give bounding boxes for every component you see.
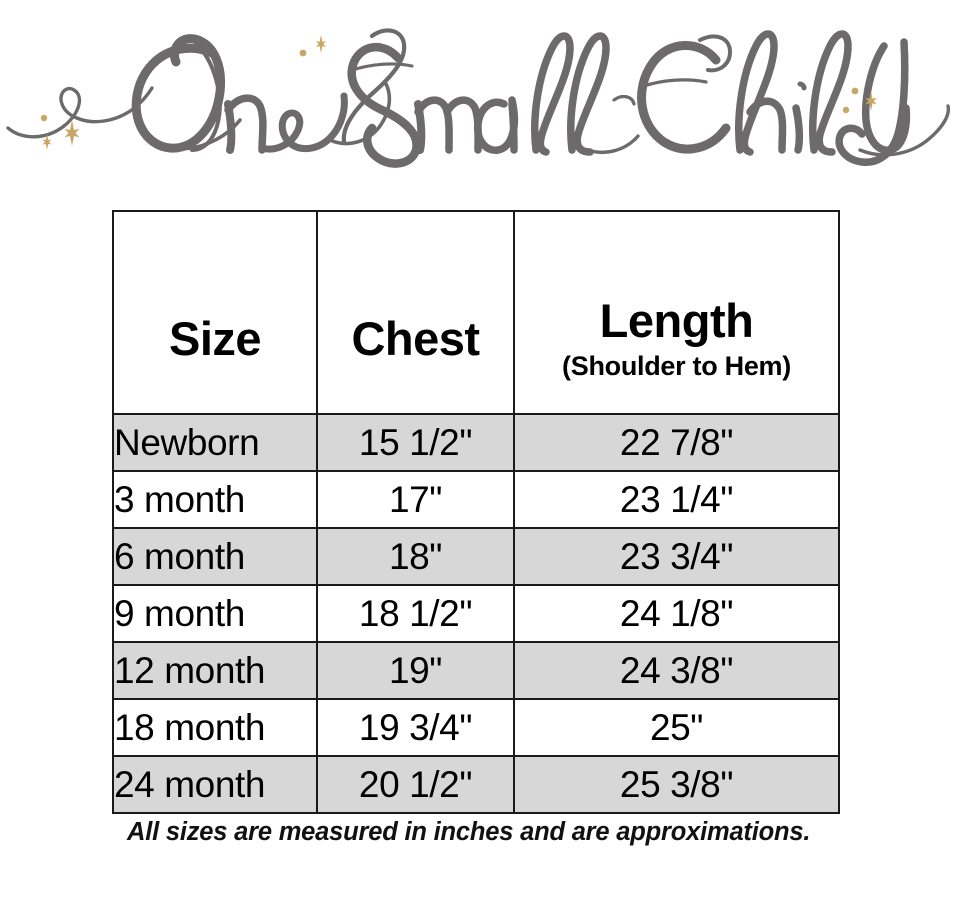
cell-size: 24 month — [112, 755, 318, 814]
column-header-length: Length (Shoulder to Hem) — [513, 210, 840, 415]
table-row: 9 month 18 1/2" 24 1/8" — [112, 584, 840, 643]
measurement-footnote: All sizes are measured in inches and are… — [127, 818, 811, 846]
cell-chest: 18 1/2" — [316, 584, 515, 643]
cell-chest: 19" — [316, 641, 515, 700]
table-row: 12 month 19" 24 3/8" — [112, 641, 840, 700]
cell-size: Newborn — [112, 413, 318, 472]
header-row: Size Chest Length (Shoulder to Hem) — [112, 210, 840, 415]
cell-length: 25" — [513, 698, 840, 757]
cell-size: 12 month — [112, 641, 318, 700]
table-body: Newborn 15 1/2" 22 7/8" 3 month 17" 23 1/4" 6 … — [112, 413, 840, 814]
sparkle-mid-star-icon — [315, 35, 327, 53]
table-row: 6 month 18" 23 3/4" — [112, 527, 840, 586]
cell-size: 9 month — [112, 584, 318, 643]
column-header-chest: Chest — [316, 210, 515, 415]
sparkle-small-left-icon — [42, 134, 52, 150]
table-row: Newborn 15 1/2" 22 7/8" — [112, 413, 840, 472]
cell-size: 3 month — [112, 470, 318, 529]
cell-chest: 19 3/4" — [316, 698, 515, 757]
brand-logo-artwork — [6, 28, 951, 168]
sparkle-group — [40, 35, 877, 150]
column-header-size: Size — [112, 210, 318, 415]
table-row: 18 month 19 3/4" 25" — [112, 698, 840, 757]
cell-length: 25 3/8" — [513, 755, 840, 814]
sparkle-mid-dot-icon — [299, 49, 307, 57]
brand-script-strokes — [6, 28, 951, 168]
cell-size: 18 month — [112, 698, 318, 757]
cell-chest: 17" — [316, 470, 515, 529]
table-row: 24 month 20 1/2" 25 3/8" — [112, 755, 840, 814]
cell-size: 6 month — [112, 527, 318, 586]
table-row: 3 month 17" 23 1/4" — [112, 470, 840, 529]
cell-length: 24 3/8" — [513, 641, 840, 700]
sparkle-right-star-icon — [865, 91, 877, 111]
sparkle-right-dot-lower-icon — [842, 106, 850, 114]
table-header: Size Chest Length (Shoulder to Hem) — [112, 210, 840, 415]
column-header-chest-label: Chest — [351, 312, 480, 365]
cell-chest: 20 1/2" — [316, 755, 515, 814]
sparkle-dot-left-icon — [40, 114, 48, 122]
brand-logo: One Small Child — [0, 0, 960, 175]
column-header-length-sublabel: (Shoulder to Hem) — [562, 351, 791, 381]
cell-length: 23 3/4" — [513, 527, 840, 586]
cell-chest: 18" — [316, 527, 515, 586]
cell-chest: 15 1/2" — [316, 413, 515, 472]
cell-length: 24 1/8" — [513, 584, 840, 643]
size-chart-table: Size Chest Length (Shoulder to Hem) Newb… — [112, 210, 840, 814]
cell-length: 22 7/8" — [513, 413, 840, 472]
cell-length: 23 1/4" — [513, 470, 840, 529]
column-header-length-label: Length — [599, 294, 754, 347]
column-header-size-label: Size — [168, 312, 262, 365]
sparkle-right-dot-upper-icon — [851, 87, 859, 95]
